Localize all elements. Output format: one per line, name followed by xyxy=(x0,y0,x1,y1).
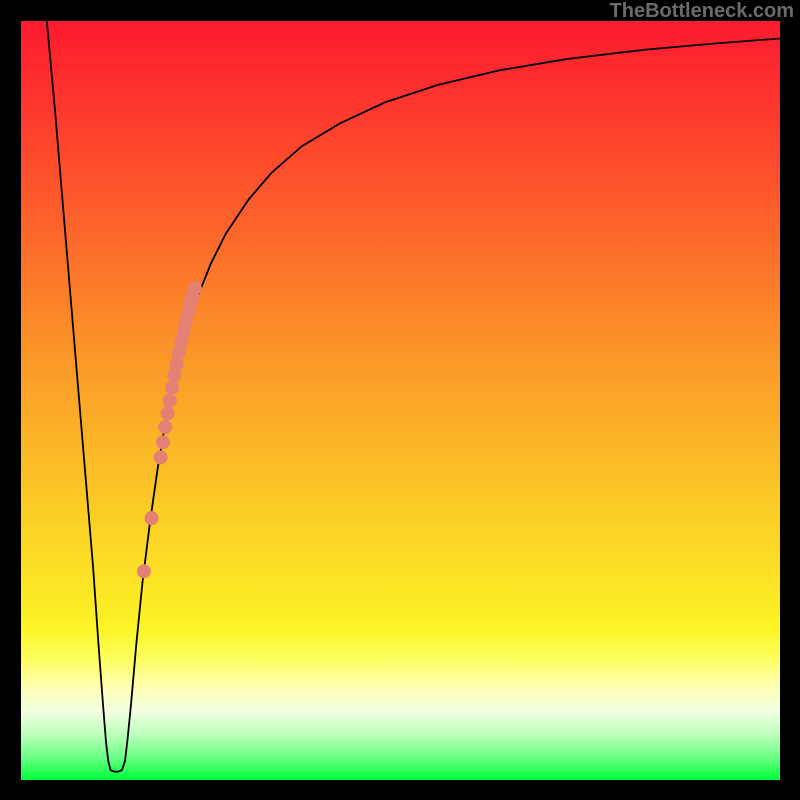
source-watermark: TheBottleneck.com xyxy=(610,0,794,23)
data-marker xyxy=(145,511,159,525)
data-marker xyxy=(154,450,168,464)
data-marker xyxy=(137,564,151,578)
data-marker xyxy=(163,394,177,408)
data-marker xyxy=(158,420,172,434)
data-marker xyxy=(156,435,170,449)
data-marker xyxy=(188,281,202,295)
data-marker xyxy=(160,406,174,420)
chart-container: TheBottleneck.com xyxy=(0,0,800,800)
plot-svg xyxy=(21,21,780,780)
data-marker xyxy=(165,381,179,395)
